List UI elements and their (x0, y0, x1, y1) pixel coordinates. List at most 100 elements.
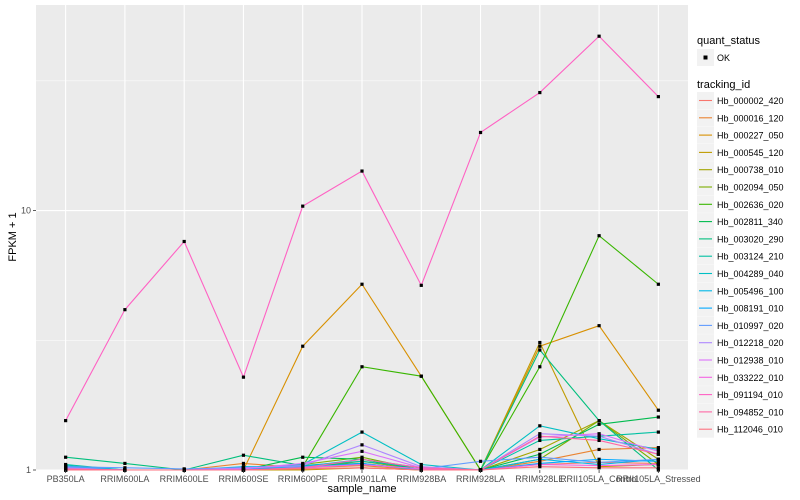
x-tick-label: RRIM901LA (337, 474, 386, 484)
data-point (538, 340, 542, 345)
data-point (597, 432, 601, 436)
x-tick-label: RRIM928LA (456, 474, 505, 484)
data-point (301, 463, 305, 468)
data-point (656, 466, 660, 470)
legend-quant-status: quant_status OK (697, 35, 760, 66)
data-point (538, 432, 542, 436)
x-axis: PB350LA RRIM600LA RRIM600LE RRIM600SE RRIM60… (47, 470, 701, 484)
data-point (123, 308, 127, 312)
data-point (597, 234, 601, 238)
data-point (360, 455, 364, 459)
x-tick-label: RRIM600LA (100, 474, 149, 484)
data-point (360, 457, 364, 461)
data-point (360, 462, 364, 467)
legend-label: Hb_012938_010 (717, 356, 784, 366)
data-point (64, 419, 68, 423)
data-point (538, 438, 542, 443)
legend-label: Hb_000227_050 (717, 131, 784, 141)
x-tick-label: RRII105LA_Stressed (616, 474, 701, 484)
legend-label: Hb_003124_210 (717, 252, 784, 262)
legend-label: Hb_010997_020 (717, 321, 784, 331)
x-tick-label: RRIM928LE (515, 474, 564, 484)
data-point (538, 457, 542, 461)
data-point (538, 459, 542, 463)
x-tick-label: RRIM600PE (278, 474, 328, 484)
x-tick-label: RRIM928BA (396, 474, 446, 484)
data-point (538, 452, 542, 456)
legend-label: Hb_002811_340 (717, 217, 783, 227)
data-point (123, 466, 127, 470)
data-point (301, 204, 305, 208)
data-point (538, 365, 542, 369)
data-point (597, 463, 601, 468)
data-point (419, 462, 423, 467)
data-point (360, 449, 364, 453)
data-point (656, 452, 660, 456)
data-point (597, 422, 601, 426)
data-point (656, 415, 660, 419)
legend-ok-label: OK (717, 53, 730, 63)
data-point (656, 408, 660, 412)
legend-quant-status-title: quant_status (697, 35, 760, 47)
data-point (656, 462, 660, 467)
legend-items: Hb_000002_420 Hb_000016_120 Hb_000227_050 H… (697, 92, 784, 438)
data-point (597, 434, 601, 438)
x-tick-label: RRII105LA_Control (560, 474, 638, 484)
data-point (538, 90, 542, 95)
y-axis-title: FPKM + 1 (7, 212, 19, 261)
data-point (360, 430, 364, 434)
data-point (597, 460, 601, 464)
data-point (656, 459, 660, 463)
data-point (360, 169, 364, 173)
legend-label: Hb_000545_120 (717, 148, 784, 158)
y-tick-label: 1 (26, 465, 31, 475)
data-point (538, 348, 542, 352)
data-point (360, 443, 364, 447)
data-point (478, 130, 483, 135)
data-point (301, 344, 305, 348)
data-point (656, 457, 660, 461)
data-point (597, 419, 601, 423)
legend-label: Hb_112046_010 (717, 425, 783, 435)
data-point (538, 465, 542, 469)
data-point (538, 434, 542, 438)
x-axis-title: sample_name (327, 483, 396, 495)
y-axis: 1 10 (21, 206, 36, 475)
data-point (538, 447, 542, 452)
data-point (419, 374, 423, 378)
data-point (538, 344, 542, 348)
data-point (656, 282, 660, 286)
legend-label: Hb_002094_050 (717, 183, 784, 193)
legend-label: Hb_094852_010 (717, 407, 784, 417)
data-point (656, 94, 660, 99)
legend-label: Hb_033222_010 (717, 373, 784, 383)
data-point (360, 282, 364, 286)
data-point (597, 466, 601, 470)
data-point (597, 34, 601, 38)
data-point (656, 445, 660, 450)
data-point (182, 239, 186, 244)
data-point (241, 453, 246, 457)
legend-label: Hb_003020_290 (717, 234, 784, 244)
legend-tracking-id-title: tracking_id (697, 79, 750, 91)
data-point (538, 462, 542, 467)
x-tick-label: PB350LA (47, 474, 85, 484)
data-point (360, 466, 364, 470)
data-point (301, 461, 305, 466)
data-point (301, 467, 305, 471)
data-point (419, 283, 423, 287)
data-point (656, 449, 660, 453)
legend-label: Hb_005496_100 (717, 286, 784, 296)
x-tick-label: RRIM600LE (160, 474, 209, 484)
data-point (656, 447, 660, 452)
data-point (360, 365, 364, 369)
legend-label: Hb_012218_020 (717, 338, 784, 348)
data-point (597, 437, 601, 441)
data-point (64, 455, 68, 459)
legend-label: Hb_000738_010 (717, 165, 784, 175)
legend-label: Hb_002636_020 (717, 200, 784, 210)
data-point (419, 466, 423, 470)
data-point (478, 459, 483, 463)
data-point (597, 447, 601, 452)
data-point (597, 457, 601, 461)
